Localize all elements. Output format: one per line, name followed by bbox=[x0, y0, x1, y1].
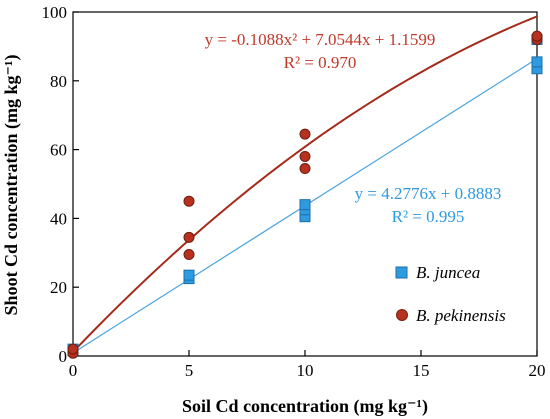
juncea-point bbox=[299, 199, 311, 211]
x-tick-label: 10 bbox=[297, 361, 314, 380]
pekinensis-point bbox=[531, 30, 543, 42]
pekinensis-point bbox=[299, 150, 311, 162]
x-tick-label: 5 bbox=[185, 361, 194, 380]
legend-marker-juncea bbox=[395, 266, 408, 279]
tick-labels: 0 5 10 15 20 0 20 40 60 80 100 bbox=[42, 3, 546, 380]
y-axis-title: Shoot Cd concentration (mg kg⁻¹) bbox=[1, 55, 22, 316]
data-points bbox=[67, 30, 543, 359]
pekinensis-point bbox=[183, 195, 195, 207]
y-tick-label: 100 bbox=[42, 3, 68, 22]
juncea-equation: y = 4.2776x + 0.8883 bbox=[355, 184, 502, 203]
juncea-r2: R² = 0.995 bbox=[392, 207, 465, 226]
legend: B. juncea B. pekinensis bbox=[395, 263, 506, 325]
x-tick-label: 20 bbox=[529, 361, 546, 380]
pekinensis-fit-curve bbox=[72, 15, 538, 353]
pekinensis-point bbox=[67, 343, 79, 355]
pekinensis-point bbox=[183, 249, 195, 261]
y-tick-label: 80 bbox=[50, 72, 67, 91]
legend-label-pekinensis: B. pekinensis bbox=[416, 306, 506, 325]
juncea-point bbox=[183, 269, 195, 281]
y-tick-label: 20 bbox=[50, 278, 67, 297]
legend-marker-pekinensis bbox=[396, 309, 408, 321]
x-tick-label: 0 bbox=[69, 361, 78, 380]
y-tick-label: 40 bbox=[50, 209, 67, 228]
legend-label-juncea: B. juncea bbox=[416, 263, 480, 282]
pekinensis-point bbox=[299, 128, 311, 140]
pekinensis-r2: R² = 0.970 bbox=[284, 53, 357, 72]
pekinensis-point bbox=[183, 231, 195, 243]
juncea-point bbox=[531, 56, 543, 68]
x-tick-label: 15 bbox=[413, 361, 430, 380]
pekinensis-equation: y = -0.1088x² + 7.0544x + 1.1599 bbox=[205, 30, 436, 49]
x-axis-title: Soil Cd concentration (mg kg⁻¹) bbox=[182, 396, 428, 417]
y-tick-label: 60 bbox=[50, 141, 67, 160]
y-tick-label: 0 bbox=[59, 347, 68, 366]
pekinensis-point bbox=[299, 163, 311, 175]
